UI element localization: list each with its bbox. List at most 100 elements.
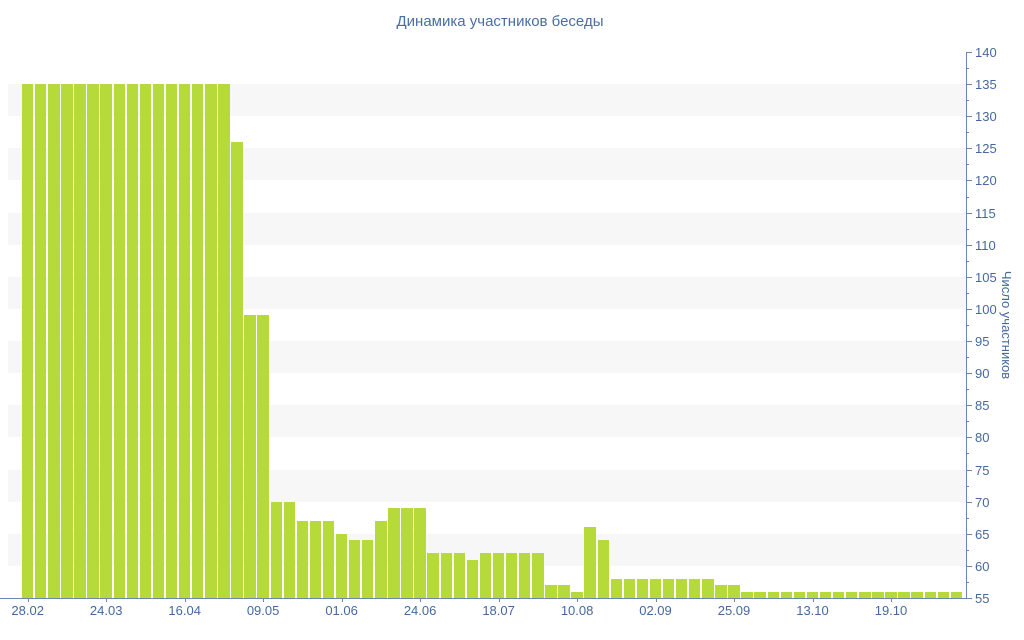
bar[interactable] bbox=[178, 84, 191, 598]
bar[interactable] bbox=[349, 540, 361, 598]
bar[interactable] bbox=[819, 591, 832, 598]
bar[interactable] bbox=[414, 508, 426, 598]
bar[interactable] bbox=[139, 84, 152, 598]
bar[interactable] bbox=[283, 501, 295, 598]
bar[interactable] bbox=[937, 591, 949, 598]
x-tick-label: 19.10 bbox=[874, 603, 908, 618]
bar[interactable] bbox=[689, 578, 701, 598]
bar[interactable] bbox=[375, 520, 387, 598]
y-axis-minor-tick bbox=[966, 517, 969, 519]
bar[interactable] bbox=[205, 84, 217, 598]
bar[interactable] bbox=[806, 591, 819, 598]
bar[interactable] bbox=[584, 527, 596, 598]
bar[interactable] bbox=[126, 84, 139, 598]
x-tick-label: 25.09 bbox=[717, 603, 751, 618]
bar[interactable] bbox=[218, 84, 230, 598]
bar[interactable] bbox=[401, 508, 413, 598]
x-tick-label: 09.05 bbox=[246, 603, 280, 618]
bar[interactable] bbox=[48, 84, 60, 598]
bar[interactable] bbox=[702, 578, 714, 598]
bar[interactable] bbox=[388, 508, 400, 598]
bar[interactable] bbox=[192, 84, 204, 598]
bar[interactable] bbox=[440, 553, 452, 598]
bar[interactable] bbox=[165, 84, 178, 598]
x-axis bbox=[0, 598, 967, 599]
bar[interactable] bbox=[950, 591, 963, 598]
grid-band bbox=[8, 341, 966, 374]
bar[interactable] bbox=[61, 84, 73, 598]
y-axis-tick bbox=[966, 244, 972, 246]
bar[interactable] bbox=[22, 84, 34, 598]
x-tick-label: 16.04 bbox=[168, 603, 201, 618]
bar[interactable] bbox=[100, 84, 112, 598]
bar[interactable] bbox=[257, 315, 269, 598]
grid-band bbox=[8, 276, 966, 309]
bar[interactable] bbox=[832, 591, 845, 598]
bar[interactable] bbox=[152, 84, 165, 598]
bar[interactable] bbox=[676, 578, 688, 598]
bar[interactable] bbox=[545, 585, 557, 598]
x-axis-tick bbox=[263, 598, 265, 602]
bar[interactable] bbox=[662, 578, 675, 598]
x-tick-label: 24.03 bbox=[89, 603, 123, 618]
bar[interactable] bbox=[859, 591, 871, 598]
x-axis-tick bbox=[498, 598, 500, 602]
bar[interactable] bbox=[715, 585, 727, 598]
bar[interactable] bbox=[649, 578, 662, 598]
bar[interactable] bbox=[492, 553, 505, 598]
y-tick-label: 75 bbox=[975, 462, 990, 478]
bar[interactable] bbox=[87, 84, 99, 598]
bar[interactable] bbox=[558, 585, 570, 598]
bar[interactable] bbox=[362, 540, 374, 598]
bar[interactable] bbox=[270, 501, 282, 598]
bar[interactable] bbox=[728, 585, 740, 598]
y-axis-minor-tick bbox=[966, 549, 969, 551]
y-axis-minor-tick bbox=[966, 100, 969, 102]
bar[interactable] bbox=[453, 553, 466, 598]
x-axis-tick bbox=[184, 598, 186, 602]
bar[interactable] bbox=[623, 578, 636, 598]
y-axis-minor-tick bbox=[966, 292, 969, 294]
bar[interactable] bbox=[741, 591, 753, 598]
bar[interactable] bbox=[898, 591, 910, 598]
bar[interactable] bbox=[519, 553, 531, 598]
grid-band bbox=[8, 148, 966, 181]
bar[interactable] bbox=[466, 559, 479, 598]
bar[interactable] bbox=[636, 578, 649, 598]
y-axis-title: Число участников bbox=[999, 270, 1014, 380]
y-axis-tick bbox=[966, 501, 972, 503]
y-axis-tick bbox=[966, 180, 972, 182]
y-axis-tick bbox=[966, 469, 972, 471]
bar[interactable] bbox=[767, 591, 779, 598]
bar[interactable] bbox=[231, 141, 243, 598]
bar[interactable] bbox=[309, 520, 322, 598]
bar[interactable] bbox=[427, 553, 439, 598]
bar[interactable] bbox=[911, 591, 923, 598]
bar[interactable] bbox=[780, 591, 793, 598]
bar[interactable] bbox=[505, 553, 518, 598]
bar[interactable] bbox=[793, 591, 806, 598]
y-axis-tick bbox=[966, 598, 972, 599]
bar[interactable] bbox=[479, 553, 492, 598]
y-axis-minor-tick bbox=[966, 421, 969, 423]
bar[interactable] bbox=[872, 591, 884, 598]
bar[interactable] bbox=[571, 591, 583, 598]
bar[interactable] bbox=[113, 84, 125, 598]
bar[interactable] bbox=[610, 578, 622, 598]
bar[interactable] bbox=[885, 591, 897, 598]
x-axis-tick bbox=[734, 598, 735, 602]
bar[interactable] bbox=[35, 84, 47, 598]
bar[interactable] bbox=[532, 553, 544, 598]
bar[interactable] bbox=[754, 591, 766, 598]
bar[interactable] bbox=[74, 84, 86, 598]
bar[interactable] bbox=[924, 591, 936, 598]
bar[interactable] bbox=[846, 591, 858, 598]
chart-title: Динамика участников беседы bbox=[396, 13, 604, 30]
bar[interactable] bbox=[597, 540, 609, 598]
bar[interactable] bbox=[296, 520, 309, 598]
bar[interactable] bbox=[244, 315, 256, 598]
y-axis-tick bbox=[966, 212, 972, 214]
x-tick-label: 24.06 bbox=[403, 603, 437, 618]
bar[interactable] bbox=[322, 520, 335, 598]
bar[interactable] bbox=[335, 533, 348, 598]
